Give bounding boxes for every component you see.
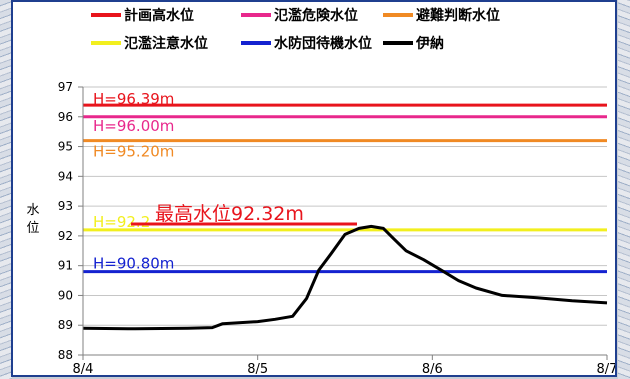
- series-group: [82, 224, 608, 331]
- y-tick-label: 88: [58, 348, 73, 362]
- x-tick-label: 8/7: [597, 362, 615, 375]
- map-background-right: [618, 0, 630, 379]
- legend-label: 水防団待機水位: [274, 35, 372, 52]
- max-level-annotation: 最高水位92.32m: [155, 203, 304, 225]
- y-tick-label: 95: [58, 140, 73, 154]
- threshold-label: H=92.2: [93, 213, 150, 231]
- threshold-label: H=96.39m: [93, 90, 174, 108]
- y-axis-label-char: 水: [26, 203, 39, 218]
- legend-label: 計画高水位: [124, 7, 194, 24]
- map-background-left: [0, 0, 12, 379]
- legend-label: 氾濫注意水位: [124, 35, 208, 52]
- y-tick-label: 96: [58, 110, 73, 124]
- threshold-lines: [83, 103, 607, 274]
- chart-frame: 計画高水位 氾濫危険水位 避難判断水位氾濫注意水位 水防団待機水位 伊納 88 89 90 9…: [11, 0, 617, 377]
- threshold-label: H=96.00m: [93, 117, 174, 135]
- y-tick-label: 90: [58, 288, 73, 302]
- y-tick-label: 94: [58, 169, 73, 183]
- x-tick-label: 8/4: [73, 362, 94, 375]
- labels: H=96.39m H=96.00m H=95.20m H=92.2 H=90.80m 最高…: [93, 90, 357, 273]
- series-line-伊納: [82, 224, 608, 331]
- y-tick-label: 91: [58, 259, 73, 273]
- legend-label: 氾濫危険水位: [274, 7, 358, 24]
- threshold-label: H=95.20m: [93, 143, 174, 161]
- y-axis-label-char: 位: [26, 221, 39, 236]
- y-tick-label: 92: [58, 229, 73, 243]
- threshold-label: H=90.80m: [93, 255, 174, 273]
- y-tick-label: 93: [58, 199, 73, 213]
- y-tick-label: 89: [58, 318, 73, 332]
- legend-label: 避難判断水位: [416, 7, 500, 24]
- axes: 88 89 90 91 92 93 94 95 96 97 8/4 8/5 8/6 8/7 水位: [26, 80, 615, 375]
- x-tick-label: 8/6: [422, 362, 443, 375]
- x-tick-label: 8/5: [247, 362, 268, 375]
- legend-label: 伊納: [415, 35, 444, 52]
- y-tick-label: 97: [58, 80, 73, 94]
